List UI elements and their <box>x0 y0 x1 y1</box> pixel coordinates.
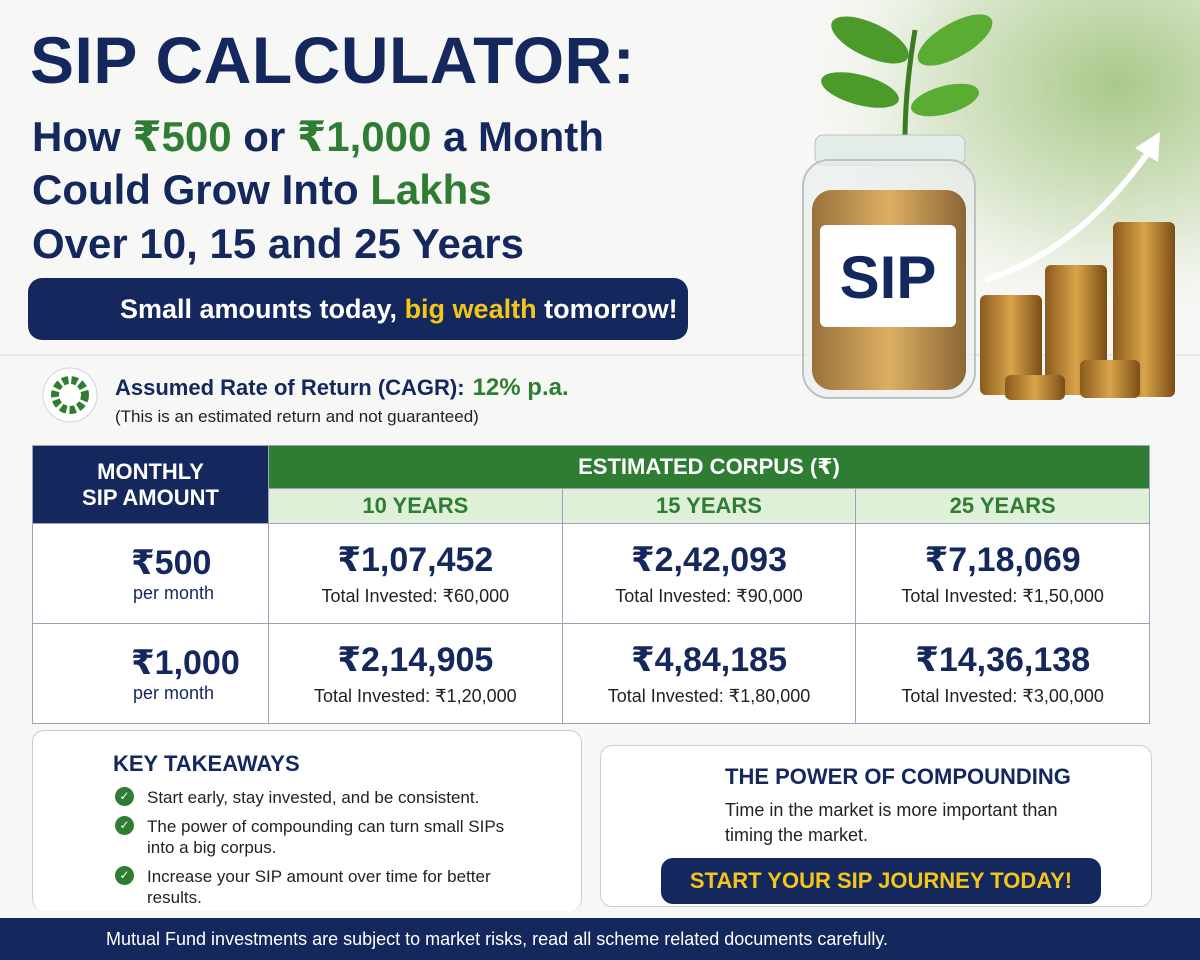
footer: Mutual Fund investments are subject to m… <box>0 918 1200 960</box>
rate: Assumed Rate of Return (CAGR): 12% p.a. <box>115 374 569 402</box>
title: SIP CALCULATOR: <box>30 23 636 97</box>
subtitle-line: How ₹500 or ₹1,000 a Month <box>32 112 604 161</box>
cta-button[interactable]: START YOUR SIP JOURNEY TODAY! <box>661 858 1101 904</box>
takeaway-item: The power of compounding can turn small … <box>115 816 515 858</box>
compounding-title: THE POWER OF COMPOUNDING <box>725 764 1071 789</box>
takeaway-item: Start early, stay invested, and be consi… <box>115 787 515 808</box>
amount-cell: ₹500 per month <box>32 523 269 624</box>
corpus: ₹2,14,905 <box>337 641 494 679</box>
text: Small amounts today, <box>120 294 405 324</box>
rate-note: (This is an estimated return and not gua… <box>115 407 479 426</box>
highlight: ₹500 <box>132 113 232 160</box>
amount: ₹1,000 <box>131 644 240 682</box>
sip-table: MONTHLY SIP AMOUNT ESTIMATED CORPUS (₹) 1… <box>32 445 1150 724</box>
amount-header: MONTHLY SIP AMOUNT <box>32 445 269 524</box>
highlight: big wealth <box>404 294 537 324</box>
takeaway-item: Increase your SIP amount over time for b… <box>115 866 515 908</box>
text: tomorrow! <box>536 294 678 324</box>
invested: Total Invested: ₹1,20,000 <box>314 686 517 706</box>
corpus: ₹1,07,452 <box>337 541 494 579</box>
rate-value: 12% p.a. <box>472 374 569 401</box>
invested: Total Invested: ₹1,80,000 <box>607 686 811 706</box>
corpus-cell: ₹14,36,138 Total Invested: ₹3,00,000 <box>855 623 1150 724</box>
text: or <box>231 113 297 160</box>
compounding-text: Time in the market is more important tha… <box>725 800 1058 845</box>
text: MONTHLY <box>97 458 204 484</box>
text: Over 10, 15 and 25 Years <box>32 220 524 267</box>
amount-cell: ₹1,000 per month <box>32 623 269 724</box>
corpus: ₹7,18,069 <box>924 541 1081 579</box>
tagline: Small amounts today, big wealth tomorrow… <box>28 278 688 340</box>
corpus-header: ESTIMATED CORPUS (₹) <box>268 445 1150 489</box>
subtitle-line: Over 10, 15 and 25 Years <box>32 220 524 268</box>
invested: Total Invested: ₹3,00,000 <box>901 686 1104 706</box>
corpus-cell: ₹4,84,185 Total Invested: ₹1,80,000 <box>561 623 857 724</box>
highlight: ₹1,000 <box>296 113 432 160</box>
invested: Total Invested: ₹60,000 <box>321 586 510 606</box>
subtitle-line: Could Grow Into Lakhs <box>32 166 492 214</box>
compounding: THE POWER OF COMPOUNDING Time in the mar… <box>600 745 1152 907</box>
takeaways-title: KEY TAKEAWAYS <box>113 751 300 776</box>
corpus-cell: ₹7,18,069 Total Invested: ₹1,50,000 <box>855 523 1150 624</box>
jar-label: SIP <box>840 244 937 311</box>
invested: Total Invested: ₹1,50,000 <box>901 586 1104 606</box>
text: a Month <box>431 113 604 160</box>
highlight: Lakhs <box>370 166 492 213</box>
text: How <box>32 113 133 160</box>
row: ₹500 per month ₹1,07,452 Total Invested: ₹6… <box>32 523 1150 624</box>
corpus: ₹4,84,185 <box>630 641 787 679</box>
year-header: 10 YEARS <box>268 488 563 524</box>
rate-label: Assumed Rate of Return (CAGR): <box>115 375 465 400</box>
unit: per month <box>133 583 215 603</box>
year-header: 15 YEARS <box>561 488 857 524</box>
corpus-cell: ₹2,42,093 Total Invested: ₹90,000 <box>561 523 857 624</box>
year-header: 25 YEARS <box>855 488 1150 524</box>
amount: ₹500 <box>131 544 212 582</box>
corpus: ₹2,42,093 <box>630 541 787 579</box>
text: Could Grow Into <box>32 166 371 213</box>
corpus-cell: ₹1,07,452 Total Invested: ₹60,000 <box>268 523 563 624</box>
corpus: ₹14,36,138 <box>915 641 1091 679</box>
disclaimer: Mutual Fund investments are subject to m… <box>106 929 889 949</box>
corpus-cell: ₹2,14,905 Total Invested: ₹1,20,000 <box>268 623 563 724</box>
invested: Total Invested: ₹90,000 <box>615 586 803 606</box>
row: ₹1,000 per month ₹2,14,905 Total Invested: … <box>32 623 1150 724</box>
text: SIP AMOUNT <box>82 484 219 510</box>
unit: per month <box>133 683 215 703</box>
takeaways: KEY TAKEAWAYS Start early, stay invested… <box>32 730 582 911</box>
